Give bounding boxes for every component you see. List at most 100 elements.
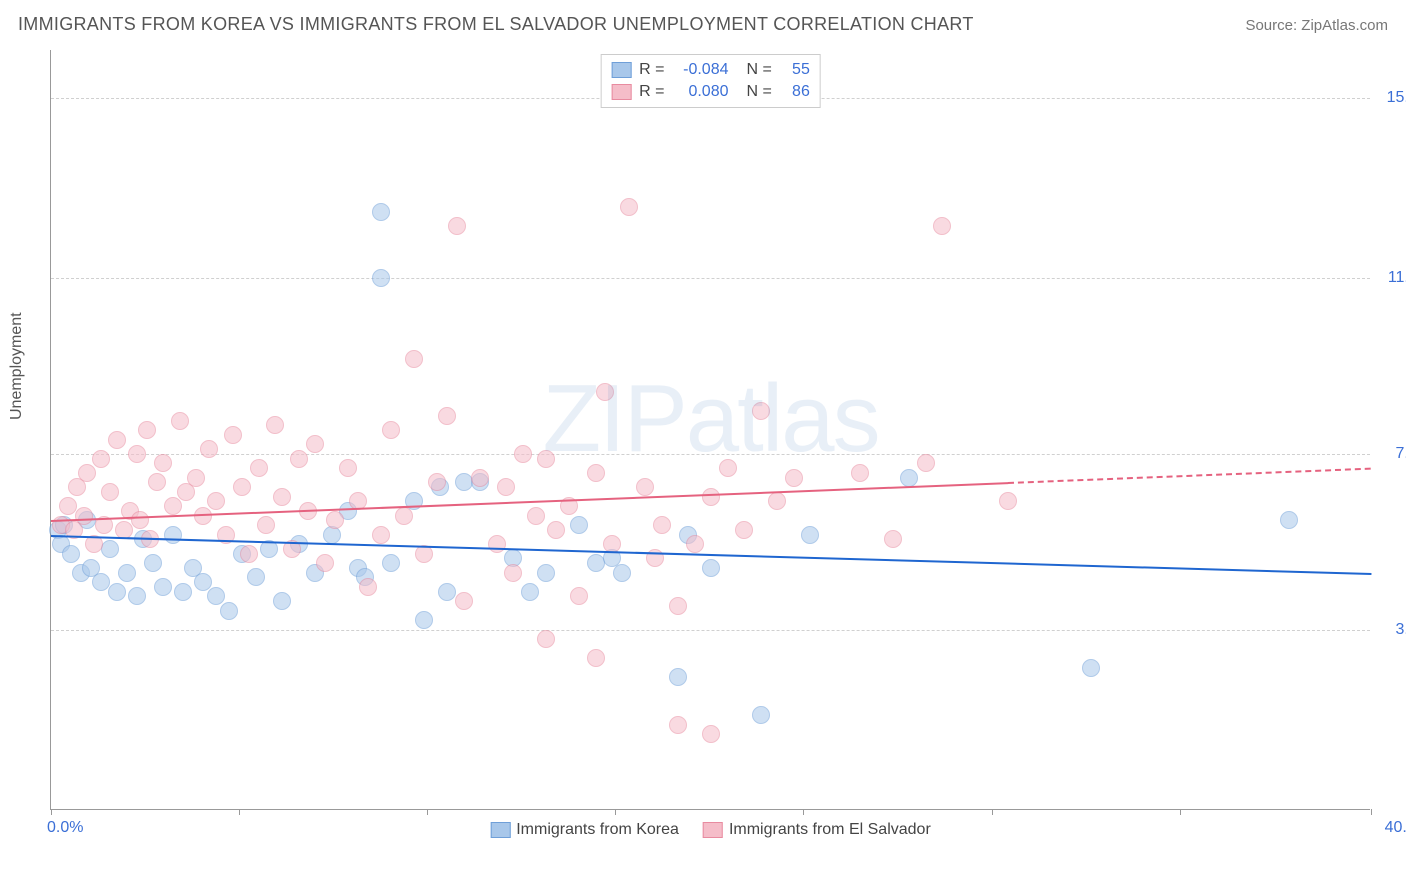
data-point: [521, 583, 539, 601]
chart-title: IMMIGRANTS FROM KOREA VS IMMIGRANTS FROM…: [18, 14, 974, 35]
data-point: [372, 203, 390, 221]
data-point: [220, 602, 238, 620]
correlation-legend: R =-0.084N =55R =0.080N =86: [600, 54, 821, 108]
legend-n-value: 55: [780, 61, 810, 79]
x-tick-mark: [427, 809, 428, 815]
data-point: [128, 587, 146, 605]
data-point: [587, 649, 605, 667]
data-point: [257, 516, 275, 534]
legend-r-value: -0.084: [673, 61, 729, 79]
data-point: [118, 564, 136, 582]
y-tick-label: 3.8%: [1376, 621, 1406, 639]
data-point: [59, 497, 77, 515]
data-point: [240, 545, 258, 563]
data-point: [702, 488, 720, 506]
data-point: [266, 416, 284, 434]
legend-swatch: [490, 822, 510, 838]
data-point: [735, 521, 753, 539]
data-point: [527, 507, 545, 525]
data-point: [613, 564, 631, 582]
data-point: [415, 611, 433, 629]
data-point: [207, 587, 225, 605]
data-point: [382, 554, 400, 572]
data-point: [233, 478, 251, 496]
data-point: [537, 564, 555, 582]
x-tick-mark: [1371, 809, 1372, 815]
data-point: [686, 535, 704, 553]
data-point: [164, 526, 182, 544]
series-legend: Immigrants from Korea Immigrants from El …: [490, 821, 931, 839]
data-point: [326, 511, 344, 529]
data-point: [497, 478, 515, 496]
data-point: [669, 597, 687, 615]
x-axis-max-label: 40.0%: [1385, 819, 1406, 837]
data-point: [75, 507, 93, 525]
legend-n-label: N =: [747, 61, 772, 79]
data-point: [207, 492, 225, 510]
x-tick-mark: [615, 809, 616, 815]
data-point: [752, 402, 770, 420]
legend-item: Immigrants from El Salvador: [703, 821, 931, 839]
data-point: [999, 492, 1017, 510]
source-attribution: Source: ZipAtlas.com: [1245, 17, 1388, 34]
data-point: [395, 507, 413, 525]
legend-series-label: Immigrants from El Salvador: [729, 821, 931, 839]
data-point: [455, 592, 473, 610]
data-point: [917, 454, 935, 472]
legend-n-value: 86: [780, 83, 810, 101]
x-tick-mark: [239, 809, 240, 815]
data-point: [636, 478, 654, 496]
data-point: [306, 435, 324, 453]
data-point: [669, 716, 687, 734]
data-point: [702, 559, 720, 577]
legend-n-label: N =: [747, 83, 772, 101]
y-tick-label: 7.5%: [1376, 445, 1406, 463]
chart-header: IMMIGRANTS FROM KOREA VS IMMIGRANTS FROM…: [18, 14, 1388, 35]
data-point: [372, 526, 390, 544]
data-point: [438, 407, 456, 425]
y-axis-label: Unemployment: [8, 312, 26, 420]
x-tick-mark: [1180, 809, 1181, 815]
data-point: [428, 473, 446, 491]
data-point: [587, 554, 605, 572]
y-tick-label: 15.0%: [1376, 89, 1406, 107]
data-point: [101, 483, 119, 501]
data-point: [488, 535, 506, 553]
watermark-text: ZIPatlas: [542, 364, 878, 474]
data-point: [620, 198, 638, 216]
data-point: [273, 488, 291, 506]
trend-line: [1008, 468, 1371, 484]
data-point: [1082, 659, 1100, 677]
data-point: [504, 564, 522, 582]
data-point: [174, 583, 192, 601]
data-point: [537, 630, 555, 648]
legend-swatch: [611, 62, 631, 78]
data-point: [587, 464, 605, 482]
legend-r-label: R =: [639, 61, 664, 79]
data-point: [187, 469, 205, 487]
data-point: [405, 350, 423, 368]
data-point: [194, 573, 212, 591]
legend-swatch: [703, 822, 723, 838]
legend-r-value: 0.080: [673, 83, 729, 101]
x-tick-mark: [51, 809, 52, 815]
data-point: [108, 583, 126, 601]
data-point: [448, 217, 466, 235]
data-point: [653, 516, 671, 534]
y-tick-label: 11.2%: [1376, 269, 1406, 287]
data-point: [719, 459, 737, 477]
data-point: [438, 583, 456, 601]
gridline: [51, 630, 1370, 631]
data-point: [702, 725, 720, 743]
data-point: [752, 706, 770, 724]
data-point: [62, 545, 80, 563]
data-point: [537, 450, 555, 468]
data-point: [138, 421, 156, 439]
scatter-plot-area: ZIPatlas R =-0.084N =55R =0.080N =86 0.0…: [50, 50, 1370, 810]
gridline: [51, 278, 1370, 279]
legend-series-label: Immigrants from Korea: [516, 821, 679, 839]
data-point: [92, 573, 110, 591]
data-point: [884, 530, 902, 548]
legend-row: R =0.080N =86: [611, 81, 810, 103]
data-point: [547, 521, 565, 539]
